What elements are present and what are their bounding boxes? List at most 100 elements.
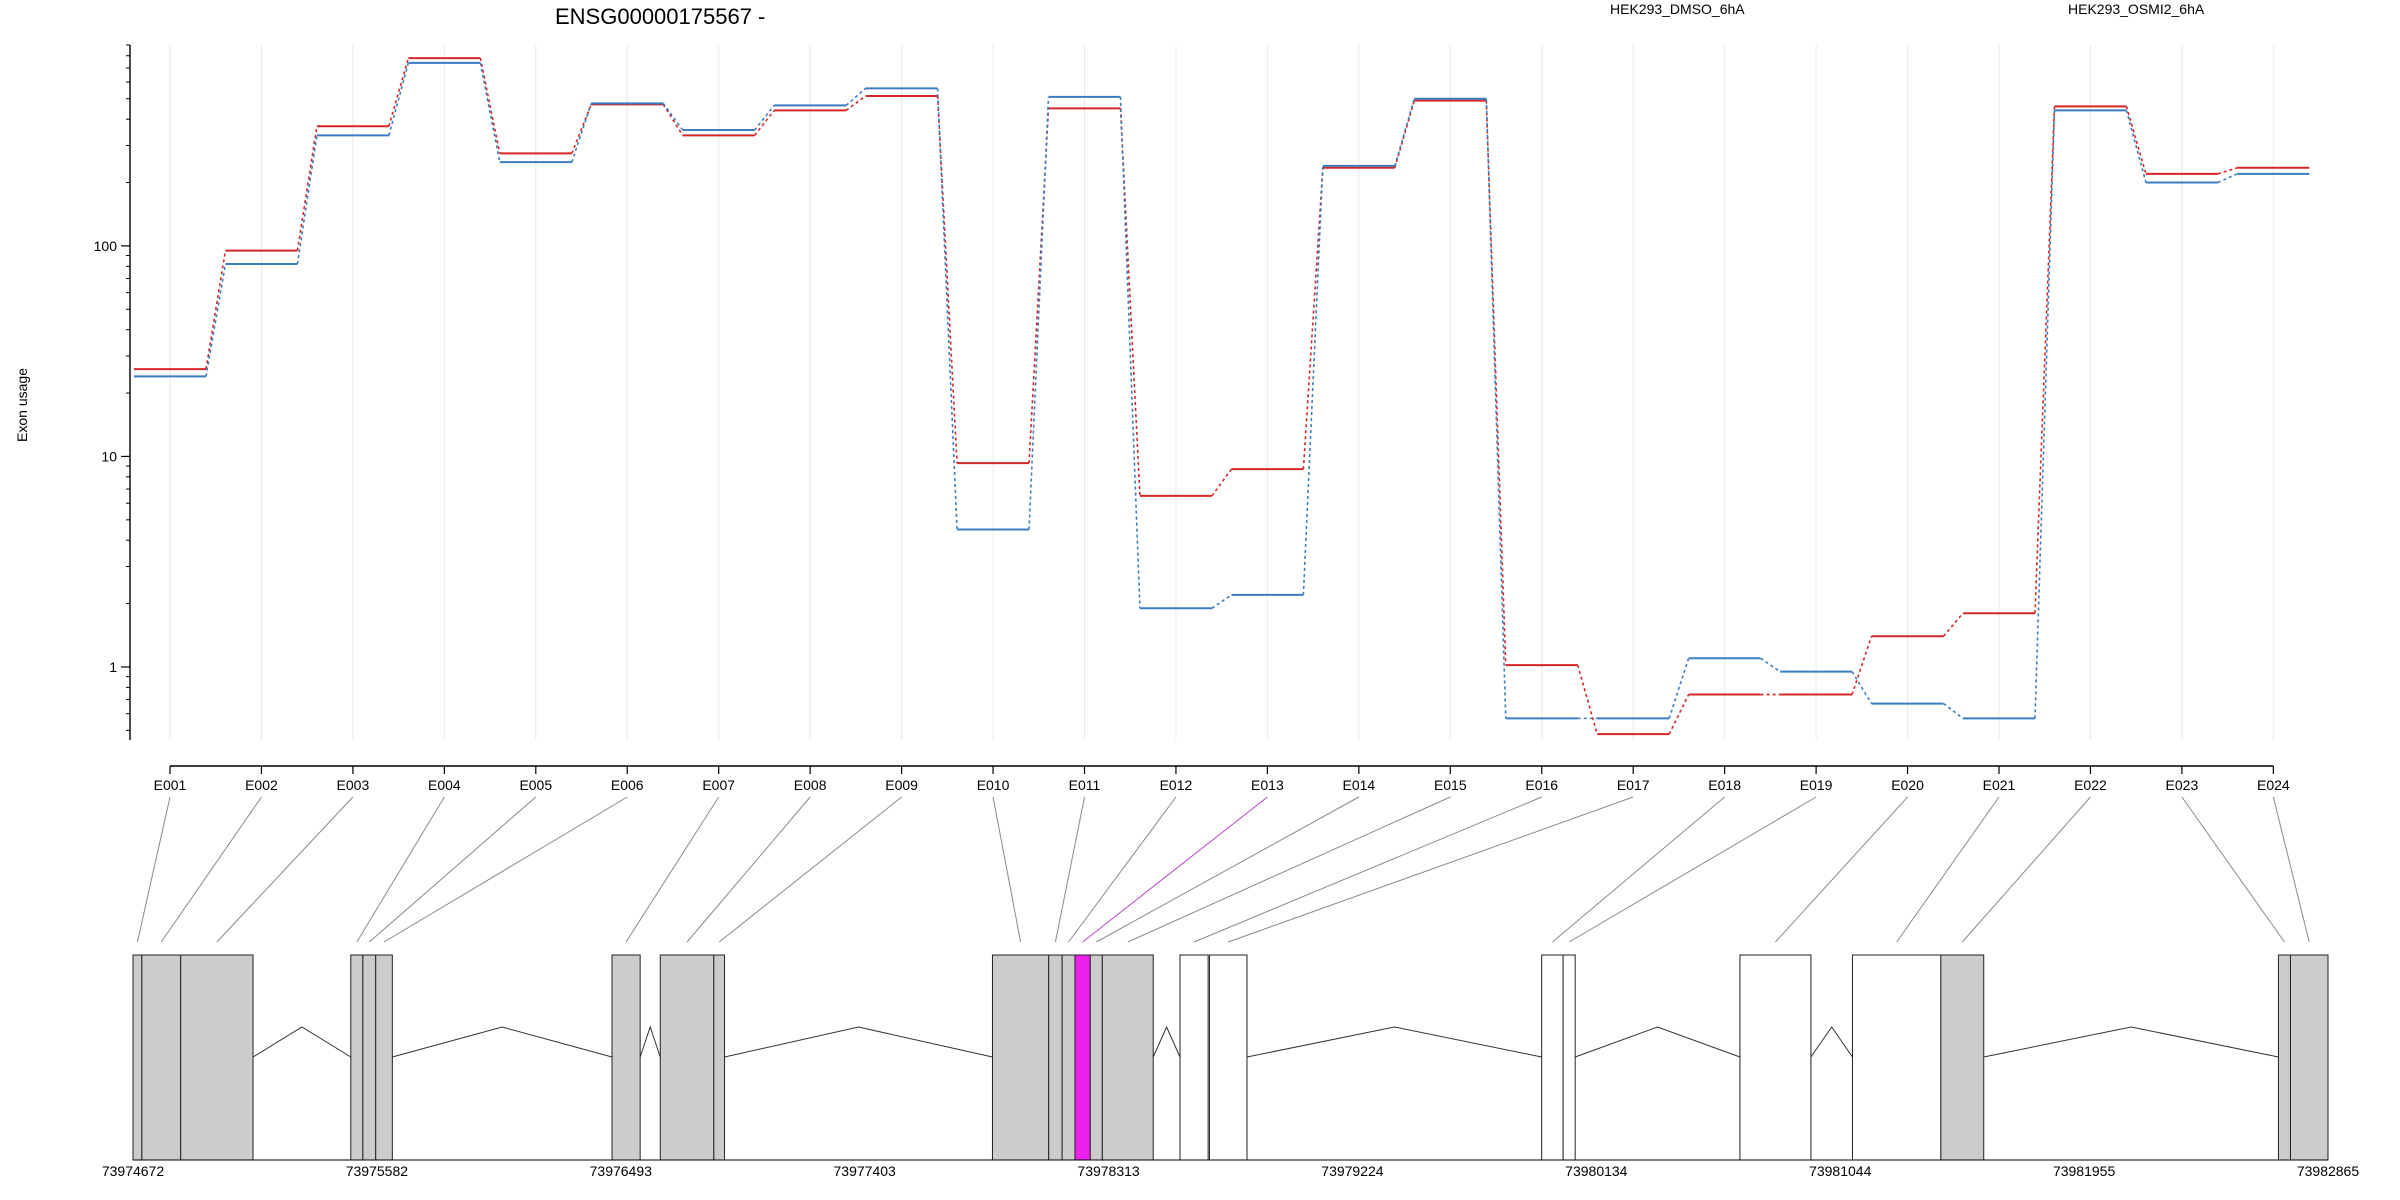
series-connector bbox=[2034, 110, 2056, 719]
series-connector bbox=[662, 102, 684, 131]
x-tick-label: E016 bbox=[1525, 777, 1558, 793]
series-connector bbox=[388, 62, 410, 136]
x-tick-label: E007 bbox=[702, 777, 735, 793]
exon-connector bbox=[1054, 796, 1085, 943]
series-connector bbox=[2125, 110, 2147, 183]
coord-label: 73979224 bbox=[1321, 1163, 1384, 1179]
exon-bin bbox=[1048, 954, 1063, 1161]
exon-connector bbox=[1082, 796, 1268, 943]
exon-connector bbox=[1127, 796, 1451, 943]
intron-line bbox=[392, 1026, 613, 1058]
coord-label: 73982865 bbox=[2297, 1163, 2360, 1179]
intron-line bbox=[724, 1026, 993, 1058]
x-tick-label: E018 bbox=[1708, 777, 1741, 793]
exon-bin bbox=[1562, 954, 1576, 1161]
series-connector bbox=[1119, 96, 1141, 609]
exon-connector bbox=[718, 796, 902, 943]
exon-bin bbox=[141, 954, 182, 1161]
x-tick-label: E022 bbox=[2074, 777, 2107, 793]
series-connector bbox=[845, 87, 867, 106]
x-tick-label: E009 bbox=[885, 777, 918, 793]
exon-connector bbox=[1552, 796, 1725, 943]
x-tick-label: E020 bbox=[1891, 777, 1924, 793]
coord-label: 73981044 bbox=[1809, 1163, 1872, 1179]
y-tick-label: 100 bbox=[94, 238, 118, 254]
exon-bin bbox=[1074, 954, 1091, 1161]
series-connector bbox=[1943, 702, 1964, 720]
x-tick-label: E021 bbox=[1983, 777, 2016, 793]
series-connector bbox=[662, 103, 684, 136]
x-tick-label: E023 bbox=[2166, 777, 2199, 793]
series-connector bbox=[1302, 167, 1324, 470]
y-axis: 1 10 100 bbox=[94, 44, 131, 740]
gene-model bbox=[132, 954, 2329, 1161]
series-connector bbox=[754, 104, 775, 131]
exon-connector bbox=[2272, 796, 2310, 943]
exon-connector bbox=[1896, 796, 2000, 943]
grid-lines bbox=[169, 45, 2274, 740]
series-connector bbox=[1668, 694, 1690, 735]
exon-bin bbox=[1208, 954, 1248, 1161]
intron-line bbox=[252, 1026, 352, 1058]
exon-connector bbox=[2181, 796, 2285, 943]
intron-line bbox=[1152, 1025, 1181, 1058]
series-connector bbox=[296, 135, 318, 265]
x-tick-label: E002 bbox=[245, 777, 278, 793]
exon-bin bbox=[2277, 954, 2291, 1161]
intron-line bbox=[1810, 1026, 1853, 1058]
x-tick-label: E015 bbox=[1434, 777, 1467, 793]
exon-bin bbox=[180, 954, 254, 1161]
y-tick-label: 1 bbox=[109, 659, 117, 675]
x-tick-label: E014 bbox=[1342, 777, 1375, 793]
coord-label: 73980134 bbox=[1565, 1163, 1628, 1179]
x-tick-label: E011 bbox=[1069, 777, 1101, 793]
exon-bin bbox=[132, 954, 143, 1161]
exon-bin bbox=[1851, 954, 1942, 1161]
exon-bin bbox=[1541, 954, 1564, 1161]
series-connector bbox=[845, 95, 867, 112]
exon-connector bbox=[1193, 796, 1542, 943]
x-tick-label: E004 bbox=[428, 777, 461, 793]
series-connector bbox=[936, 88, 958, 530]
x-tick-label: E005 bbox=[519, 777, 552, 793]
series-connector bbox=[1211, 594, 1232, 609]
y-tick-label: 10 bbox=[101, 448, 117, 464]
series-connector bbox=[2125, 106, 2147, 175]
exon-connector bbox=[160, 796, 262, 943]
exon-connector bbox=[1775, 796, 1908, 943]
series-connector bbox=[1028, 96, 1050, 530]
series-connector bbox=[205, 250, 227, 370]
y-axis-label: Exon usage bbox=[14, 368, 30, 442]
exon-bin bbox=[350, 954, 364, 1161]
x-tick-label: E024 bbox=[2257, 777, 2290, 793]
exon-connector bbox=[686, 796, 811, 943]
series-connector bbox=[1760, 657, 1781, 673]
exon-connector bbox=[136, 796, 171, 943]
exon-bin bbox=[1179, 954, 1209, 1161]
exon-bin bbox=[1061, 954, 1076, 1161]
exon-bin bbox=[659, 954, 715, 1161]
exon-connector bbox=[368, 796, 537, 943]
exon-connector bbox=[383, 796, 628, 943]
series-1 bbox=[134, 61, 2310, 720]
series-connector bbox=[479, 62, 501, 163]
exon-bin bbox=[362, 954, 377, 1161]
coord-label: 73975582 bbox=[346, 1163, 409, 1179]
exon-bin bbox=[1101, 954, 1154, 1161]
series-connector bbox=[1211, 468, 1233, 497]
x-tick-label: E017 bbox=[1617, 777, 1650, 793]
series-connector bbox=[1302, 165, 1324, 595]
series-connector bbox=[754, 109, 775, 136]
x-tick-label: E008 bbox=[794, 777, 827, 793]
series-connector bbox=[1851, 635, 1873, 695]
series-connector bbox=[1851, 671, 1873, 705]
exon-bin bbox=[1940, 954, 1985, 1161]
coord-label: 73976493 bbox=[590, 1163, 653, 1179]
series-connector bbox=[1576, 664, 1598, 735]
exon-connector bbox=[992, 796, 1022, 943]
series-connector bbox=[1942, 612, 1964, 637]
coord-label: 73981955 bbox=[2053, 1163, 2116, 1179]
exon-bin bbox=[991, 954, 1050, 1161]
series-connector bbox=[296, 126, 318, 251]
